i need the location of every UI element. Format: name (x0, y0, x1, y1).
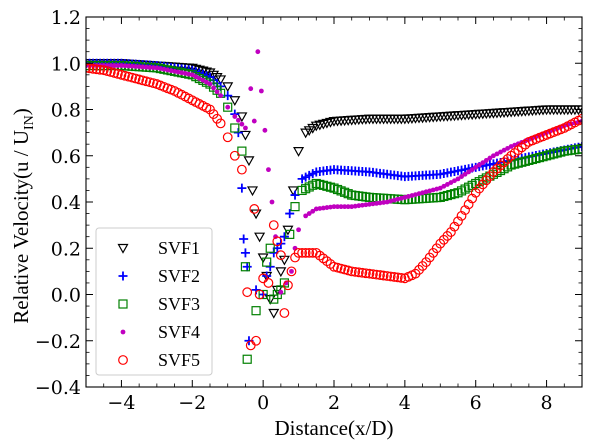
x-tick-label: −2 (178, 392, 206, 414)
data-point (243, 262, 252, 271)
data-point (248, 86, 253, 91)
data-point (289, 187, 298, 195)
x-axis-label: Distance(x/D) (275, 416, 394, 440)
legend-label: SVF4 (158, 322, 200, 342)
y-tick-label: 0.4 (51, 192, 81, 214)
data-point (266, 167, 271, 172)
data-point (239, 122, 244, 127)
y-tick-label: 0.2 (51, 238, 81, 260)
data-point (231, 151, 240, 160)
data-point (252, 210, 261, 218)
data-point (239, 235, 248, 244)
data-point (276, 268, 285, 276)
y-tick-label: 1.0 (51, 53, 81, 75)
data-point (237, 184, 246, 193)
x-tick-label: 6 (470, 392, 482, 414)
data-point (296, 227, 301, 232)
y-tick-label: 1.2 (51, 7, 81, 29)
x-tick-label: 2 (328, 392, 340, 414)
legend: SVF1 SVF2 SVF3 SVF4 SVF5 (96, 228, 212, 375)
legend-marker (121, 330, 126, 335)
data-point (263, 128, 268, 133)
data-point (223, 133, 232, 142)
data-point (259, 89, 264, 94)
x-tick-label: 8 (541, 392, 553, 414)
data-point (291, 203, 299, 211)
data-point (208, 82, 213, 87)
legend-label: SVF2 (158, 266, 200, 286)
data-point (255, 49, 260, 54)
data-point (243, 126, 248, 131)
data-point (218, 93, 223, 98)
data-point (264, 279, 273, 288)
data-point (294, 148, 303, 156)
data-point (225, 105, 230, 110)
data-point (269, 221, 278, 230)
y-tick-label: −0.2 (35, 331, 81, 353)
data-point (278, 290, 283, 295)
y-tick-label: 0.8 (51, 100, 81, 122)
data-point (248, 187, 257, 195)
data-point (236, 118, 241, 123)
y-tick-label: 0.0 (51, 285, 81, 307)
data-point (255, 233, 264, 241)
data-point (243, 288, 252, 297)
x-tick-label: −4 (107, 392, 135, 414)
y-axis-label-subscript: IN (22, 115, 37, 130)
data-point (269, 310, 278, 318)
legend-label: SVF3 (158, 294, 200, 314)
x-tick-label: 4 (399, 392, 411, 414)
data-point (246, 341, 255, 350)
data-point (243, 355, 251, 363)
data-point (238, 165, 247, 174)
data-point (211, 86, 216, 91)
data-point (241, 248, 250, 257)
data-point (280, 309, 289, 318)
data-point (232, 114, 237, 119)
y-axis-label: Relative Velocity(u / UIN) (9, 108, 37, 324)
y-tick-label: 0.6 (51, 146, 81, 168)
x-tick-label: 0 (257, 392, 269, 414)
data-point (252, 119, 257, 124)
data-point (252, 307, 260, 315)
data-point (215, 89, 220, 94)
y-tick-label: −0.4 (35, 377, 81, 399)
data-point (270, 200, 275, 205)
legend-label: SVF1 (158, 238, 200, 258)
data-point (250, 205, 259, 214)
legend-label: SVF5 (158, 350, 200, 370)
data-point (244, 157, 253, 165)
data-point (289, 269, 294, 274)
